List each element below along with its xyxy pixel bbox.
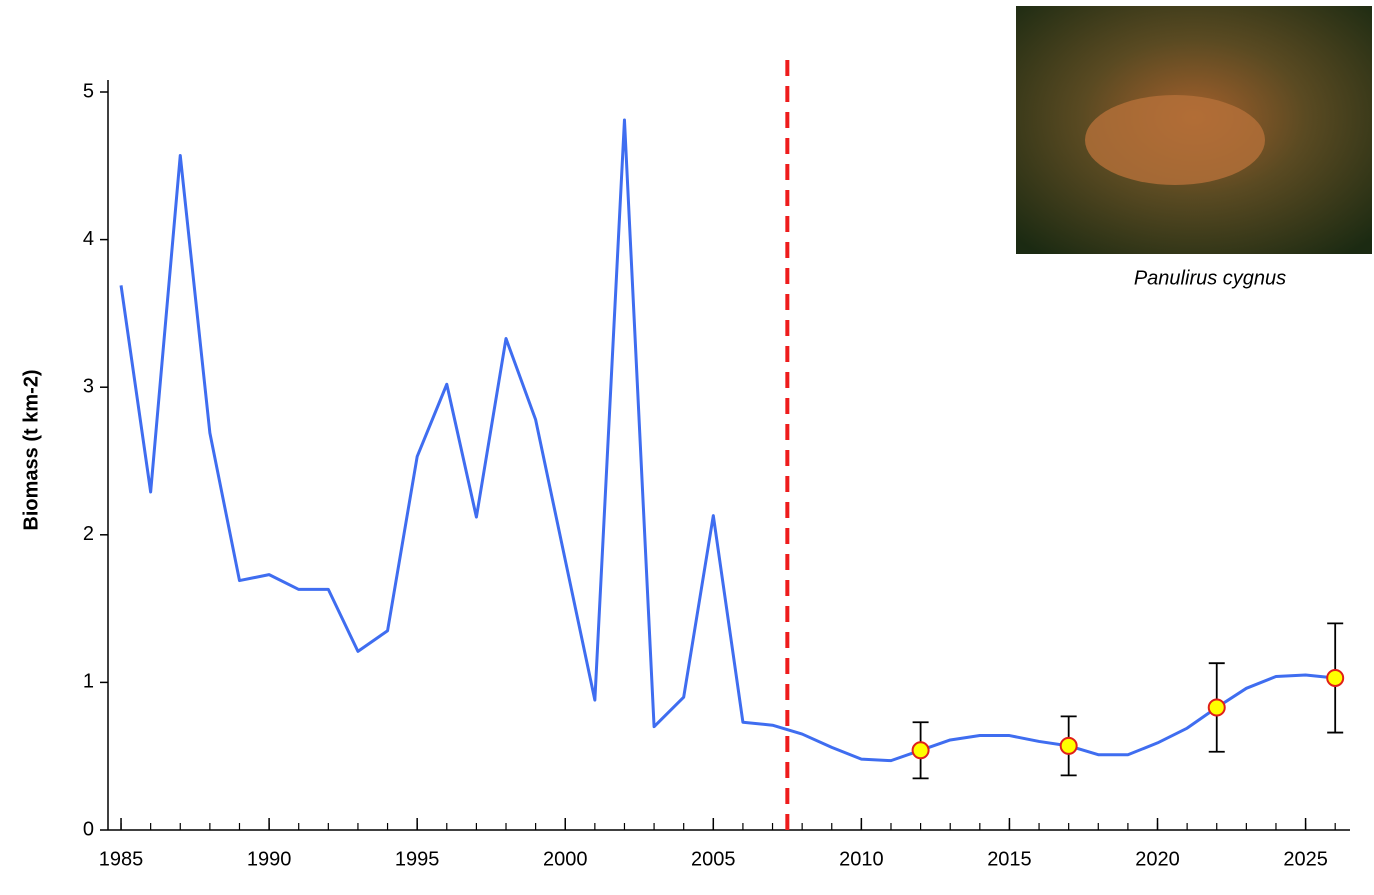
y-tick-label: 5 xyxy=(83,80,94,102)
photo-subject xyxy=(1085,95,1265,185)
y-tick-label: 0 xyxy=(83,818,94,840)
photo-caption: Panulirus cygnus xyxy=(1134,267,1286,289)
x-tick-label: 2005 xyxy=(691,848,736,870)
x-tick-label: 1985 xyxy=(99,848,144,870)
page: Panulirus cygnus Biomass (t km-2) 0 1 2 3 4 5… xyxy=(0,0,1374,895)
x-tick-label: 2020 xyxy=(1135,848,1180,870)
y-tick-label: 3 xyxy=(83,375,94,397)
point-marker xyxy=(1061,738,1077,754)
point-marker xyxy=(1327,670,1343,686)
x-tick-label: 1995 xyxy=(395,848,440,870)
y-tick-label: 1 xyxy=(83,671,94,693)
y-tick-label: 2 xyxy=(83,523,94,545)
y-axis-label: Biomass (t km-2) xyxy=(20,369,42,530)
point-marker xyxy=(1209,699,1225,715)
x-tick-label: 2025 xyxy=(1283,848,1328,870)
x-tick-label: 1990 xyxy=(247,848,292,870)
chart: Panulirus cygnus Biomass (t km-2) 0 1 2 3 4 5… xyxy=(0,0,1374,890)
y-tick-label: 4 xyxy=(83,228,94,250)
x-tick-label: 2000 xyxy=(543,848,588,870)
x-tick-label: 2015 xyxy=(987,848,1032,870)
x-tick-label: 2010 xyxy=(839,848,884,870)
point-marker xyxy=(913,742,929,758)
